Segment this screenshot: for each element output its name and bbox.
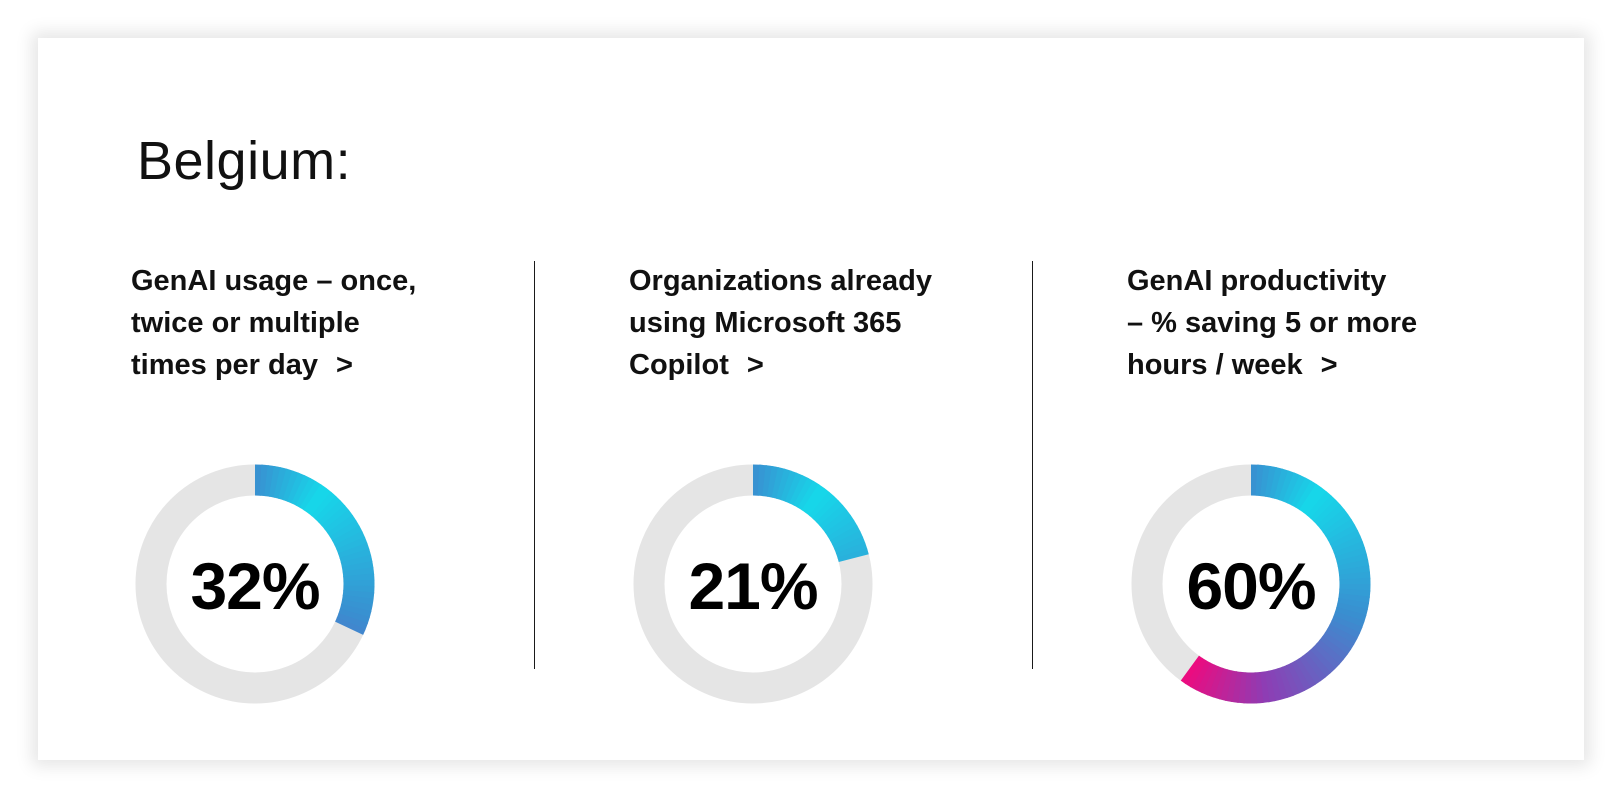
metric-genai-usage: GenAI usage – once, twice or multiple ti… xyxy=(131,260,491,704)
metric-label-line: Organizations already xyxy=(629,265,932,297)
metric-label-line: – % saving 5 or more xyxy=(1127,307,1418,339)
donut-chart: 32% xyxy=(131,460,379,708)
donut-chart: 21% xyxy=(629,460,877,708)
donut-chart: 60% xyxy=(1127,460,1375,708)
donut-value-label: 60% xyxy=(1186,549,1316,623)
column-divider xyxy=(534,261,535,669)
metric-label[interactable]: Organizations already using Microsoft 36… xyxy=(629,260,989,386)
donut-arc-segment xyxy=(335,617,366,635)
donut-value-label: 21% xyxy=(688,549,818,623)
metric-genai-productivity: GenAI productivity – % saving 5 or more … xyxy=(1127,260,1487,704)
donut-arc-segment xyxy=(837,548,869,563)
donut-value-arc xyxy=(1180,464,1371,704)
metric-label[interactable]: GenAI usage – once, twice or multiple ti… xyxy=(131,260,491,386)
metric-label-line: GenAI productivity xyxy=(1127,265,1387,297)
stats-card: Belgium: GenAI usage – once, twice or mu… xyxy=(38,38,1584,760)
donut-value-arc xyxy=(752,464,869,563)
metric-label-line: using Microsoft 365 xyxy=(629,307,902,339)
metric-copilot-adoption: Organizations already using Microsoft 36… xyxy=(629,260,989,704)
donut-value-arc xyxy=(254,464,375,635)
metric-label-line: Copilot xyxy=(629,349,729,381)
chevron-right-icon[interactable]: > xyxy=(746,349,764,381)
donut-svg xyxy=(1131,464,1371,704)
chevron-right-icon[interactable]: > xyxy=(1320,349,1338,381)
donut-svg xyxy=(633,464,873,704)
metric-label-line: GenAI usage – once, xyxy=(131,265,417,297)
metric-label-line: twice or multiple xyxy=(131,307,360,339)
chevron-right-icon[interactable]: > xyxy=(335,349,353,381)
donut-value-label: 32% xyxy=(190,549,320,623)
column-divider xyxy=(1032,261,1033,669)
donut-svg xyxy=(135,464,375,704)
metric-label[interactable]: GenAI productivity – % saving 5 or more … xyxy=(1127,260,1487,386)
donut-arc-segment xyxy=(1180,655,1203,685)
page-title: Belgium: xyxy=(137,131,352,191)
metric-label-line: hours / week xyxy=(1127,349,1303,381)
metric-label-line: times per day xyxy=(131,349,318,381)
